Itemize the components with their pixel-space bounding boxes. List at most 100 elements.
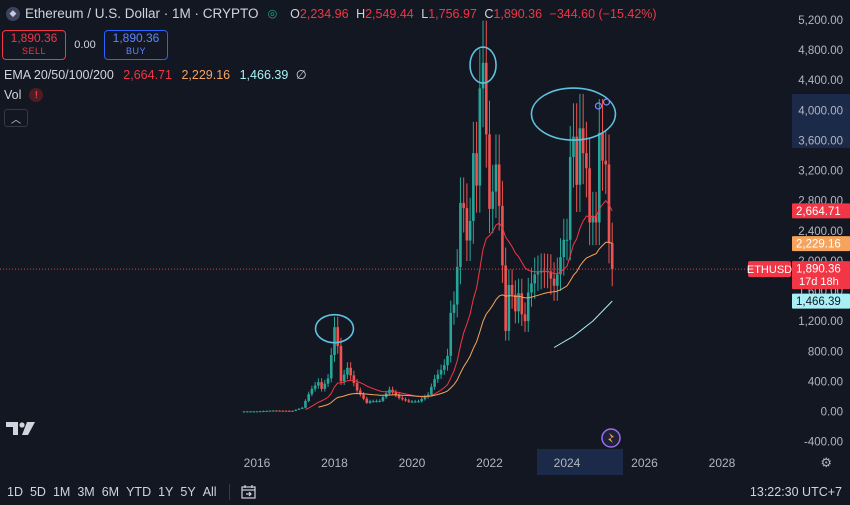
timeframe-1m[interactable]: 1M [52, 484, 71, 499]
high-value: 2,549.44 [365, 6, 414, 21]
volume-legend[interactable]: Vol ! [4, 88, 44, 102]
candle [507, 269, 511, 341]
x-tick-label: 2020 [399, 456, 426, 470]
annotation-circle[interactable] [530, 87, 617, 141]
candle [497, 134, 501, 231]
lightning-icon[interactable] [601, 428, 621, 448]
trade-panel: 1,890.36 SELL 0.00 1,890.36 BUY [2, 30, 168, 60]
timeframe-all[interactable]: All [202, 484, 217, 499]
candle [468, 197, 472, 262]
candle [568, 126, 572, 261]
x-tick-label: 2026 [631, 456, 658, 470]
candle [391, 386, 394, 395]
candle [594, 191, 598, 246]
candle [455, 249, 459, 318]
warning-icon[interactable]: ! [29, 88, 44, 102]
spread-value: 0.00 [74, 39, 96, 51]
ema50-line [318, 241, 613, 408]
candle [287, 410, 291, 412]
ohlc-values: O2,234.96 H2,549.44 L1,756.97 C1,890.36 … [290, 6, 657, 21]
candle [578, 93, 582, 213]
ema-layer [305, 199, 613, 410]
candle [329, 347, 333, 383]
candle [536, 255, 540, 291]
timeframe-3m[interactable]: 3M [77, 484, 95, 499]
collapse-legend-button[interactable]: ︿ [4, 109, 28, 127]
y-tick-label: -400.00 [804, 437, 843, 449]
toolbar-divider [228, 483, 230, 500]
candle [504, 247, 507, 341]
svg-text:2,664.71: 2,664.71 [796, 206, 841, 218]
candle [246, 411, 249, 413]
timeframe-6m[interactable]: 6M [101, 484, 120, 499]
annotation-marker[interactable] [602, 98, 611, 106]
y-tick-label: 3,200.00 [798, 166, 843, 178]
candle [459, 177, 462, 285]
candle [526, 277, 530, 332]
timeframe-1d[interactable]: 1D [7, 484, 23, 499]
candle [491, 164, 495, 234]
candle [262, 410, 265, 413]
candle [278, 410, 281, 412]
candle [442, 359, 446, 375]
buy-label: BUY [125, 46, 146, 56]
ema50-value: 2,229.16 [181, 68, 231, 82]
symbol-title[interactable]: Ethereum / U.S. Dollar · 1M · CRYPTO [25, 6, 259, 21]
candle [346, 362, 349, 380]
candle [585, 121, 588, 198]
candle [291, 410, 294, 412]
candle [268, 410, 272, 412]
price-chart[interactable]: 5,200.00 4,800.00 4,400.00 4,000.00 3,600.00… [0, 0, 850, 478]
svg-text:2,229.16: 2,229.16 [796, 239, 841, 251]
candle [472, 121, 475, 244]
y-tick-label: 5,200.00 [798, 15, 843, 27]
candle [352, 370, 356, 387]
candle [304, 399, 307, 409]
candle [610, 222, 614, 287]
candle [501, 180, 504, 283]
x-axis[interactable]: 2016 2018 2020 2022 2024 2026 2028 [244, 449, 736, 475]
candle [404, 397, 407, 402]
timeframe-ytd[interactable]: YTD [126, 484, 152, 499]
y-tick-label: 0.00 [821, 407, 843, 419]
candle [397, 392, 401, 400]
timeframe-1y[interactable]: 1Y [158, 484, 174, 499]
candle [401, 395, 404, 401]
sell-button[interactable]: 1,890.36 SELL [2, 30, 66, 60]
candle [494, 134, 498, 218]
tradingview-logo-icon[interactable] [6, 420, 36, 441]
ema-legend[interactable]: EMA 20/50/100/200 2,664.71 2,229.16 1,46… [4, 67, 307, 82]
candle [510, 269, 514, 309]
annotation-marker[interactable] [594, 102, 603, 110]
buy-price: 1,890.36 [112, 31, 160, 45]
annotation-circle[interactable] [314, 313, 355, 344]
y-tick-label: 1,200.00 [798, 316, 843, 328]
ema20-line [305, 199, 613, 410]
candle [478, 49, 482, 213]
candle [265, 410, 268, 412]
candle [523, 302, 527, 332]
y-tick-label: 400.00 [808, 376, 843, 388]
annotation-circle[interactable] [469, 46, 497, 84]
symbol-legend: ◆ Ethereum / U.S. Dollar · 1M · CRYPTO ◎… [6, 6, 661, 21]
chevron-up-icon: ︿ [11, 114, 21, 126]
candle [575, 103, 578, 213]
candle [423, 394, 427, 401]
bar-countdown: 17d 18h [799, 276, 839, 288]
buy-button[interactable]: 1,890.36 BUY [104, 30, 168, 60]
svg-text:1,466.39: 1,466.39 [796, 296, 841, 308]
candle [604, 130, 608, 195]
utc-clock[interactable]: 13:22:30 UTC+7 [749, 485, 842, 499]
sell-price: 1,890.36 [10, 31, 58, 45]
date-range-icon[interactable] [240, 484, 258, 500]
candle [336, 316, 340, 354]
candle [484, 20, 488, 168]
timeframe-5d[interactable]: 5D [29, 484, 46, 499]
candle [530, 267, 533, 307]
candle [275, 410, 278, 412]
timeframe-5y[interactable]: 5Y [180, 484, 196, 499]
candle [417, 399, 420, 403]
gear-icon[interactable]: ⚙ [820, 455, 832, 470]
candle [426, 392, 430, 399]
candle [381, 395, 385, 403]
